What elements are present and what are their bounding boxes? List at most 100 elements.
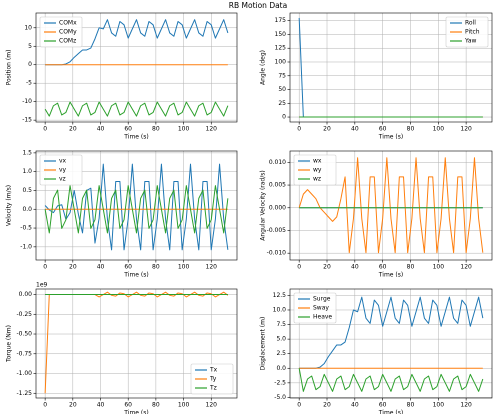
legend-label: Roll	[465, 20, 476, 27]
x-tick-label: 20	[69, 402, 77, 409]
y-tick-label: 150	[275, 31, 287, 38]
y-tick-label: -15	[22, 117, 32, 124]
x-tick-label: 40	[351, 264, 359, 271]
y-tick-label: -5	[26, 80, 32, 87]
y-tick-label: -0.010	[267, 250, 287, 257]
subplot: 0 20 40 60 80 100 120 -0.010 -0.005 0.000 0.005 0.0…	[260, 150, 493, 279]
y-tick-label: 10	[24, 24, 32, 31]
series-line	[298, 157, 484, 254]
x-tick-label: 80	[407, 402, 415, 409]
legend-label: Surge	[313, 296, 331, 303]
y-tick-label: 0.0	[276, 365, 286, 372]
x-tick-label: 20	[69, 264, 77, 271]
y-tick-label: 0.005	[269, 182, 286, 189]
y-tick-label: -0.005	[267, 227, 287, 234]
y-tick-label: 75	[278, 72, 286, 79]
x-tick-label: 20	[323, 402, 331, 409]
y-axis-label: Angle (deg)	[260, 50, 267, 85]
x-tick-label: 20	[323, 264, 331, 271]
axes-frame	[35, 150, 238, 261]
y-tick-label: 10.0	[273, 306, 287, 313]
y-axis-label: Torque (Nm)	[6, 325, 13, 363]
x-tick-label: 40	[351, 126, 359, 133]
legend-label: vy	[59, 167, 67, 174]
y-tick-label: 125	[275, 45, 287, 52]
legend: Roll Pitch Yaw	[445, 16, 489, 48]
legend-box	[39, 154, 83, 186]
y-tick-label: 1.5	[22, 149, 32, 156]
y-tick-label: -0.5	[20, 225, 32, 232]
x-tick-label: 100	[178, 402, 190, 409]
x-tick-label: 120	[206, 402, 218, 409]
legend-box	[293, 154, 337, 186]
y-tick-label: 0.010	[269, 159, 286, 166]
legend-label: wy	[313, 167, 322, 174]
y-tick-label: 0	[28, 61, 32, 68]
legend-label: wz	[313, 176, 321, 183]
x-tick-label: 80	[407, 264, 415, 271]
subplot: 0 20 40 60 80 100 120 -15 -10 -5 0 5 10 Time (s) Posit…	[6, 12, 238, 141]
legend: COMx COMy COMz	[39, 16, 83, 48]
y-axis-label: Displacement (m)	[260, 317, 267, 371]
y-tick-label: 0.0	[22, 206, 32, 213]
x-tick-label: 120	[460, 402, 472, 409]
legend-label: COMx	[59, 20, 77, 27]
legend-label: Sway	[313, 305, 329, 312]
y-tick-label: 1.0	[22, 168, 32, 175]
y-tick-label: -1.25	[16, 390, 32, 397]
x-tick-label: 80	[152, 264, 160, 271]
axes-frame	[35, 288, 238, 399]
legend-label: Ty	[209, 376, 217, 383]
y-tick-label: 100	[275, 58, 287, 65]
legend-label: wx	[313, 158, 322, 165]
y-tick-label: 0	[282, 114, 286, 121]
x-axis-label: Time (s)	[378, 272, 403, 279]
x-tick-label: 0	[43, 264, 47, 271]
axes-frame	[35, 12, 238, 123]
series-line	[299, 296, 484, 369]
legend-label: COMz	[59, 38, 76, 45]
legend: vx vy vz	[39, 154, 83, 186]
x-tick-label: 80	[407, 126, 415, 133]
legend-box	[39, 16, 83, 48]
y-tick-label: 0.5	[22, 187, 32, 194]
legend-label: COMy	[59, 29, 77, 36]
x-tick-label: 120	[460, 126, 472, 133]
subplot: 0 20 40 60 80 100 120 0 25 50 75 100 125 150 175 Time (…	[260, 12, 493, 141]
x-tick-label: 100	[178, 126, 190, 133]
x-tick-label: 120	[460, 264, 472, 271]
y-tick-label: 7.5	[276, 321, 286, 328]
x-tick-label: 60	[379, 402, 387, 409]
legend-label: vz	[59, 176, 66, 183]
x-tick-label: 40	[97, 126, 105, 133]
legend-box	[293, 292, 337, 324]
legend-label: Tx	[209, 367, 218, 374]
subplot: 0 20 40 60 80 100 120 -1.0 -0.5 0.0 0.5 1.0 1.5 Time …	[6, 149, 238, 279]
series-line	[44, 163, 229, 251]
y-tick-label: 175	[275, 17, 287, 24]
y-tick-label: -0.25	[16, 311, 32, 318]
x-tick-label: 120	[206, 126, 218, 133]
x-tick-label: 60	[124, 264, 132, 271]
x-tick-label: 20	[323, 126, 331, 133]
y-axis-label: Velocity (m/s)	[6, 185, 13, 226]
figure-title: RB Motion Data	[229, 1, 287, 10]
y-tick-label: 2.5	[276, 350, 286, 357]
x-tick-label: 0	[297, 264, 301, 271]
x-tick-label: 60	[379, 264, 387, 271]
x-tick-label: 60	[124, 402, 132, 409]
y-tick-label: -2.5	[274, 379, 286, 386]
series-line	[298, 368, 484, 392]
offset-label: 1e9	[36, 282, 48, 289]
x-tick-label: 100	[433, 264, 445, 271]
legend-label: Heave	[313, 314, 332, 321]
x-tick-label: 0	[43, 402, 47, 409]
y-tick-label: -5.0	[274, 394, 286, 401]
y-tick-label: -1.0	[20, 243, 32, 250]
x-axis-label: Time (s)	[123, 272, 148, 279]
legend: Surge Sway Heave	[293, 292, 337, 324]
legend-label: Tz	[209, 385, 217, 392]
series-line	[45, 19, 229, 66]
x-tick-label: 100	[178, 264, 190, 271]
x-tick-label: 80	[152, 126, 160, 133]
